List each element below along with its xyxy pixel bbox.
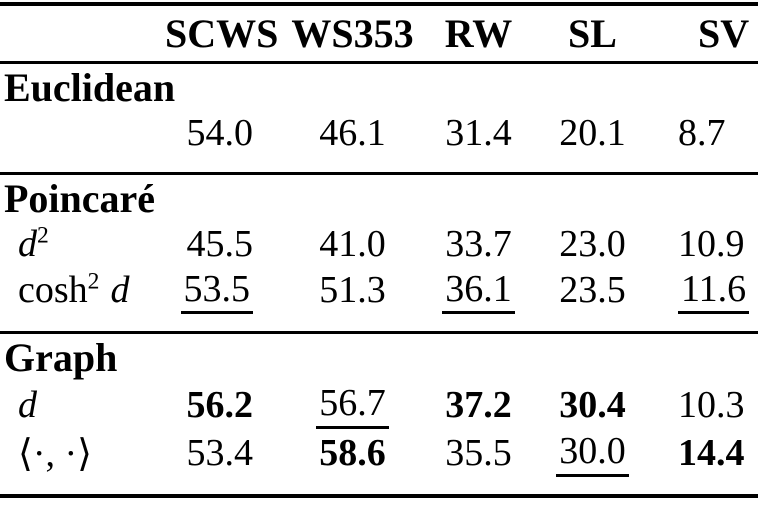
score-value: 53.5: [180, 269, 253, 315]
section-title-row-euclidean: Euclidean: [0, 62, 758, 111]
table-header: SCWS WS353 RW SL SV: [0, 4, 758, 62]
cell-sl: 30.4: [537, 381, 648, 429]
cell-rw: 31.4: [420, 111, 537, 174]
row-label: ⟨·, ·⟩: [0, 429, 165, 496]
cell-sl: 30.0: [537, 429, 648, 496]
cell-sv: 10.9: [648, 222, 758, 267]
score-value: 14.4: [678, 432, 745, 475]
section-poincare: Poincaré d2 45.5 41.0 33.7 23.0 10.9 cos…: [0, 173, 758, 333]
score-value: 33.7: [445, 223, 512, 265]
score-value: 45.5: [186, 223, 254, 265]
cell-scws: 45.5: [165, 222, 285, 267]
score-value: 30.0: [556, 431, 629, 478]
column-header-sv: SV: [698, 10, 750, 56]
cell-sv: 10.3: [648, 381, 758, 429]
cell-rw: 35.5: [420, 429, 537, 496]
row-label: d: [0, 381, 165, 429]
cell-ws353: 51.3: [285, 267, 420, 333]
cell-ws353: 56.7: [285, 381, 420, 430]
section-euclidean: Euclidean 54.0 46.1 31.4 20.1 8.7: [0, 62, 758, 173]
row-label-base: ⟨·, ·⟩: [18, 432, 92, 475]
score-value: 51.3: [319, 269, 386, 312]
row-label-base: d: [18, 223, 37, 265]
row-label-base: cosh: [18, 269, 88, 312]
score-value: 56.2: [186, 384, 254, 427]
cell-ws353: 46.1: [285, 111, 420, 174]
column-header-ws353: WS353: [291, 10, 414, 56]
cell-scws: 53.5: [165, 267, 285, 333]
score-value: 10.9: [678, 223, 745, 265]
score-value: 20.1: [559, 111, 626, 154]
score-value: 54.0: [186, 111, 254, 154]
score-value: 37.2: [445, 384, 512, 427]
cell-scws: 54.0: [165, 111, 285, 174]
section-title-row-graph: Graph: [0, 333, 758, 382]
column-header-scws: SCWS: [165, 10, 279, 56]
score-value: 30.4: [559, 384, 626, 427]
cell-scws: 53.4: [165, 429, 285, 496]
score-value: 53.4: [186, 432, 254, 475]
cell-sv: 14.4: [648, 429, 758, 496]
score-value: 58.6: [319, 432, 386, 475]
cell-sl: 23.0: [537, 222, 648, 267]
section-graph: Graph d 56.2 56.7 37.2 30.4 10.3 ⟨·, ·⟩ …: [0, 333, 758, 496]
row-label-superscript: 2: [37, 222, 49, 249]
row-label: [0, 111, 165, 174]
cell-rw: 37.2: [420, 381, 537, 429]
section-title-row-poincare: Poincaré: [0, 173, 758, 222]
row-label: d2: [0, 222, 165, 267]
cell-rw: 36.1: [420, 267, 537, 333]
row-poincare-cosh-squared-d: cosh2 d 53.5 51.3 36.1 23.5 11.6: [0, 267, 758, 333]
section-title-euclidean: Euclidean: [4, 64, 176, 110]
row-label-base: d: [18, 384, 37, 427]
row-poincare-d-squared: d2 45.5 41.0 33.7 23.0 10.9: [0, 222, 758, 267]
score-value: 11.6: [678, 269, 750, 315]
column-header-rw: RW: [444, 10, 513, 56]
score-value: 31.4: [445, 111, 512, 154]
row-graph-d: d 56.2 56.7 37.2 30.4 10.3: [0, 381, 758, 430]
score-value: 46.1: [319, 111, 386, 154]
score-value: 23.5: [559, 269, 626, 312]
cell-sl: 23.5: [537, 267, 648, 333]
row-graph-inner-product: ⟨·, ·⟩ 53.4 58.6 35.5 30.0 14.4: [0, 429, 758, 496]
score-value: 10.3: [678, 384, 745, 427]
score-value: 56.7: [316, 383, 389, 430]
score-value: 8.7: [678, 111, 726, 154]
cell-sv: 11.6: [648, 267, 758, 333]
score-value: 36.1: [442, 269, 515, 315]
section-title-poincare: Poincaré: [4, 175, 156, 221]
score-value: 35.5: [445, 432, 512, 475]
cell-rw: 33.7: [420, 222, 537, 267]
score-value: 41.0: [319, 223, 386, 265]
row-label-superscript: 2: [87, 268, 100, 295]
row-euclidean-default: 54.0 46.1 31.4 20.1 8.7: [0, 111, 758, 174]
cell-scws: 56.2: [165, 381, 285, 429]
table-header-row: SCWS WS353 RW SL SV: [0, 4, 758, 62]
cell-sl: 20.1: [537, 111, 648, 174]
score-value: 23.0: [559, 223, 626, 265]
row-label: cosh2 d: [0, 267, 165, 333]
section-title-graph: Graph: [4, 335, 118, 381]
cell-ws353: 58.6: [285, 429, 420, 496]
column-header-sl: SL: [568, 10, 617, 56]
corner-cell: [0, 4, 165, 62]
row-label-tail: d: [110, 269, 130, 312]
cell-sv: 8.7: [648, 111, 758, 174]
cell-ws353: 41.0: [285, 222, 420, 267]
